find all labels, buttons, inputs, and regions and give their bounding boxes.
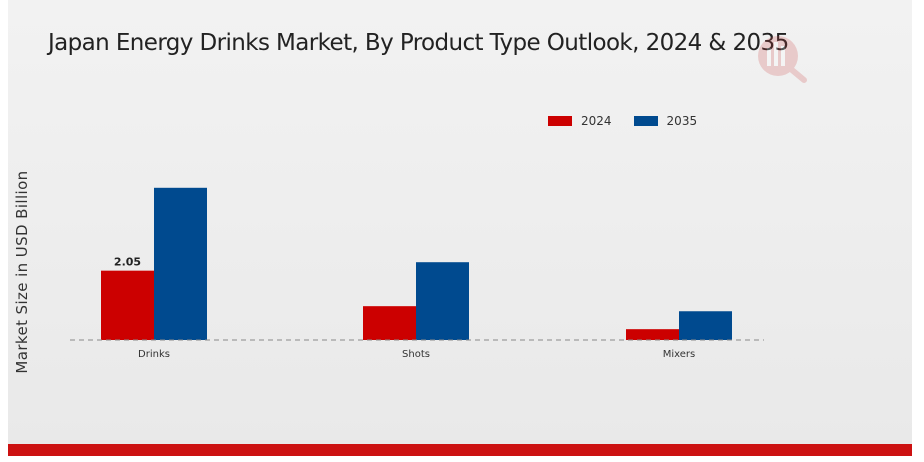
- x-tick-label-mixers: Mixers: [663, 349, 696, 360]
- bar-shots-2035: [416, 262, 469, 340]
- legend-item-2035: 2035: [633, 114, 698, 128]
- legend: 2024 2035: [548, 114, 719, 128]
- bar-drinks-2024: [101, 270, 154, 340]
- bar-shots-2024: [363, 306, 416, 340]
- legend-swatch-2024: [548, 116, 572, 126]
- bar-mixers-2035: [679, 311, 732, 340]
- bar-drinks-2035: [154, 187, 207, 340]
- data-label: 2.05: [114, 256, 141, 269]
- legend-label-2035: 2035: [666, 114, 698, 128]
- legend-item-2024: 2024: [548, 114, 612, 128]
- x-tick-label-drinks: Drinks: [138, 349, 170, 360]
- legend-swatch-2035: [633, 116, 658, 126]
- legend-label-2024: 2024: [581, 114, 612, 128]
- footer-bar: [8, 444, 912, 456]
- watermark-logo-icon: [758, 36, 807, 83]
- x-tick-label-shots: Shots: [402, 349, 430, 360]
- chart-title: Japan Energy Drinks Market, By Product T…: [48, 30, 789, 56]
- bar-mixers-2024: [626, 329, 679, 340]
